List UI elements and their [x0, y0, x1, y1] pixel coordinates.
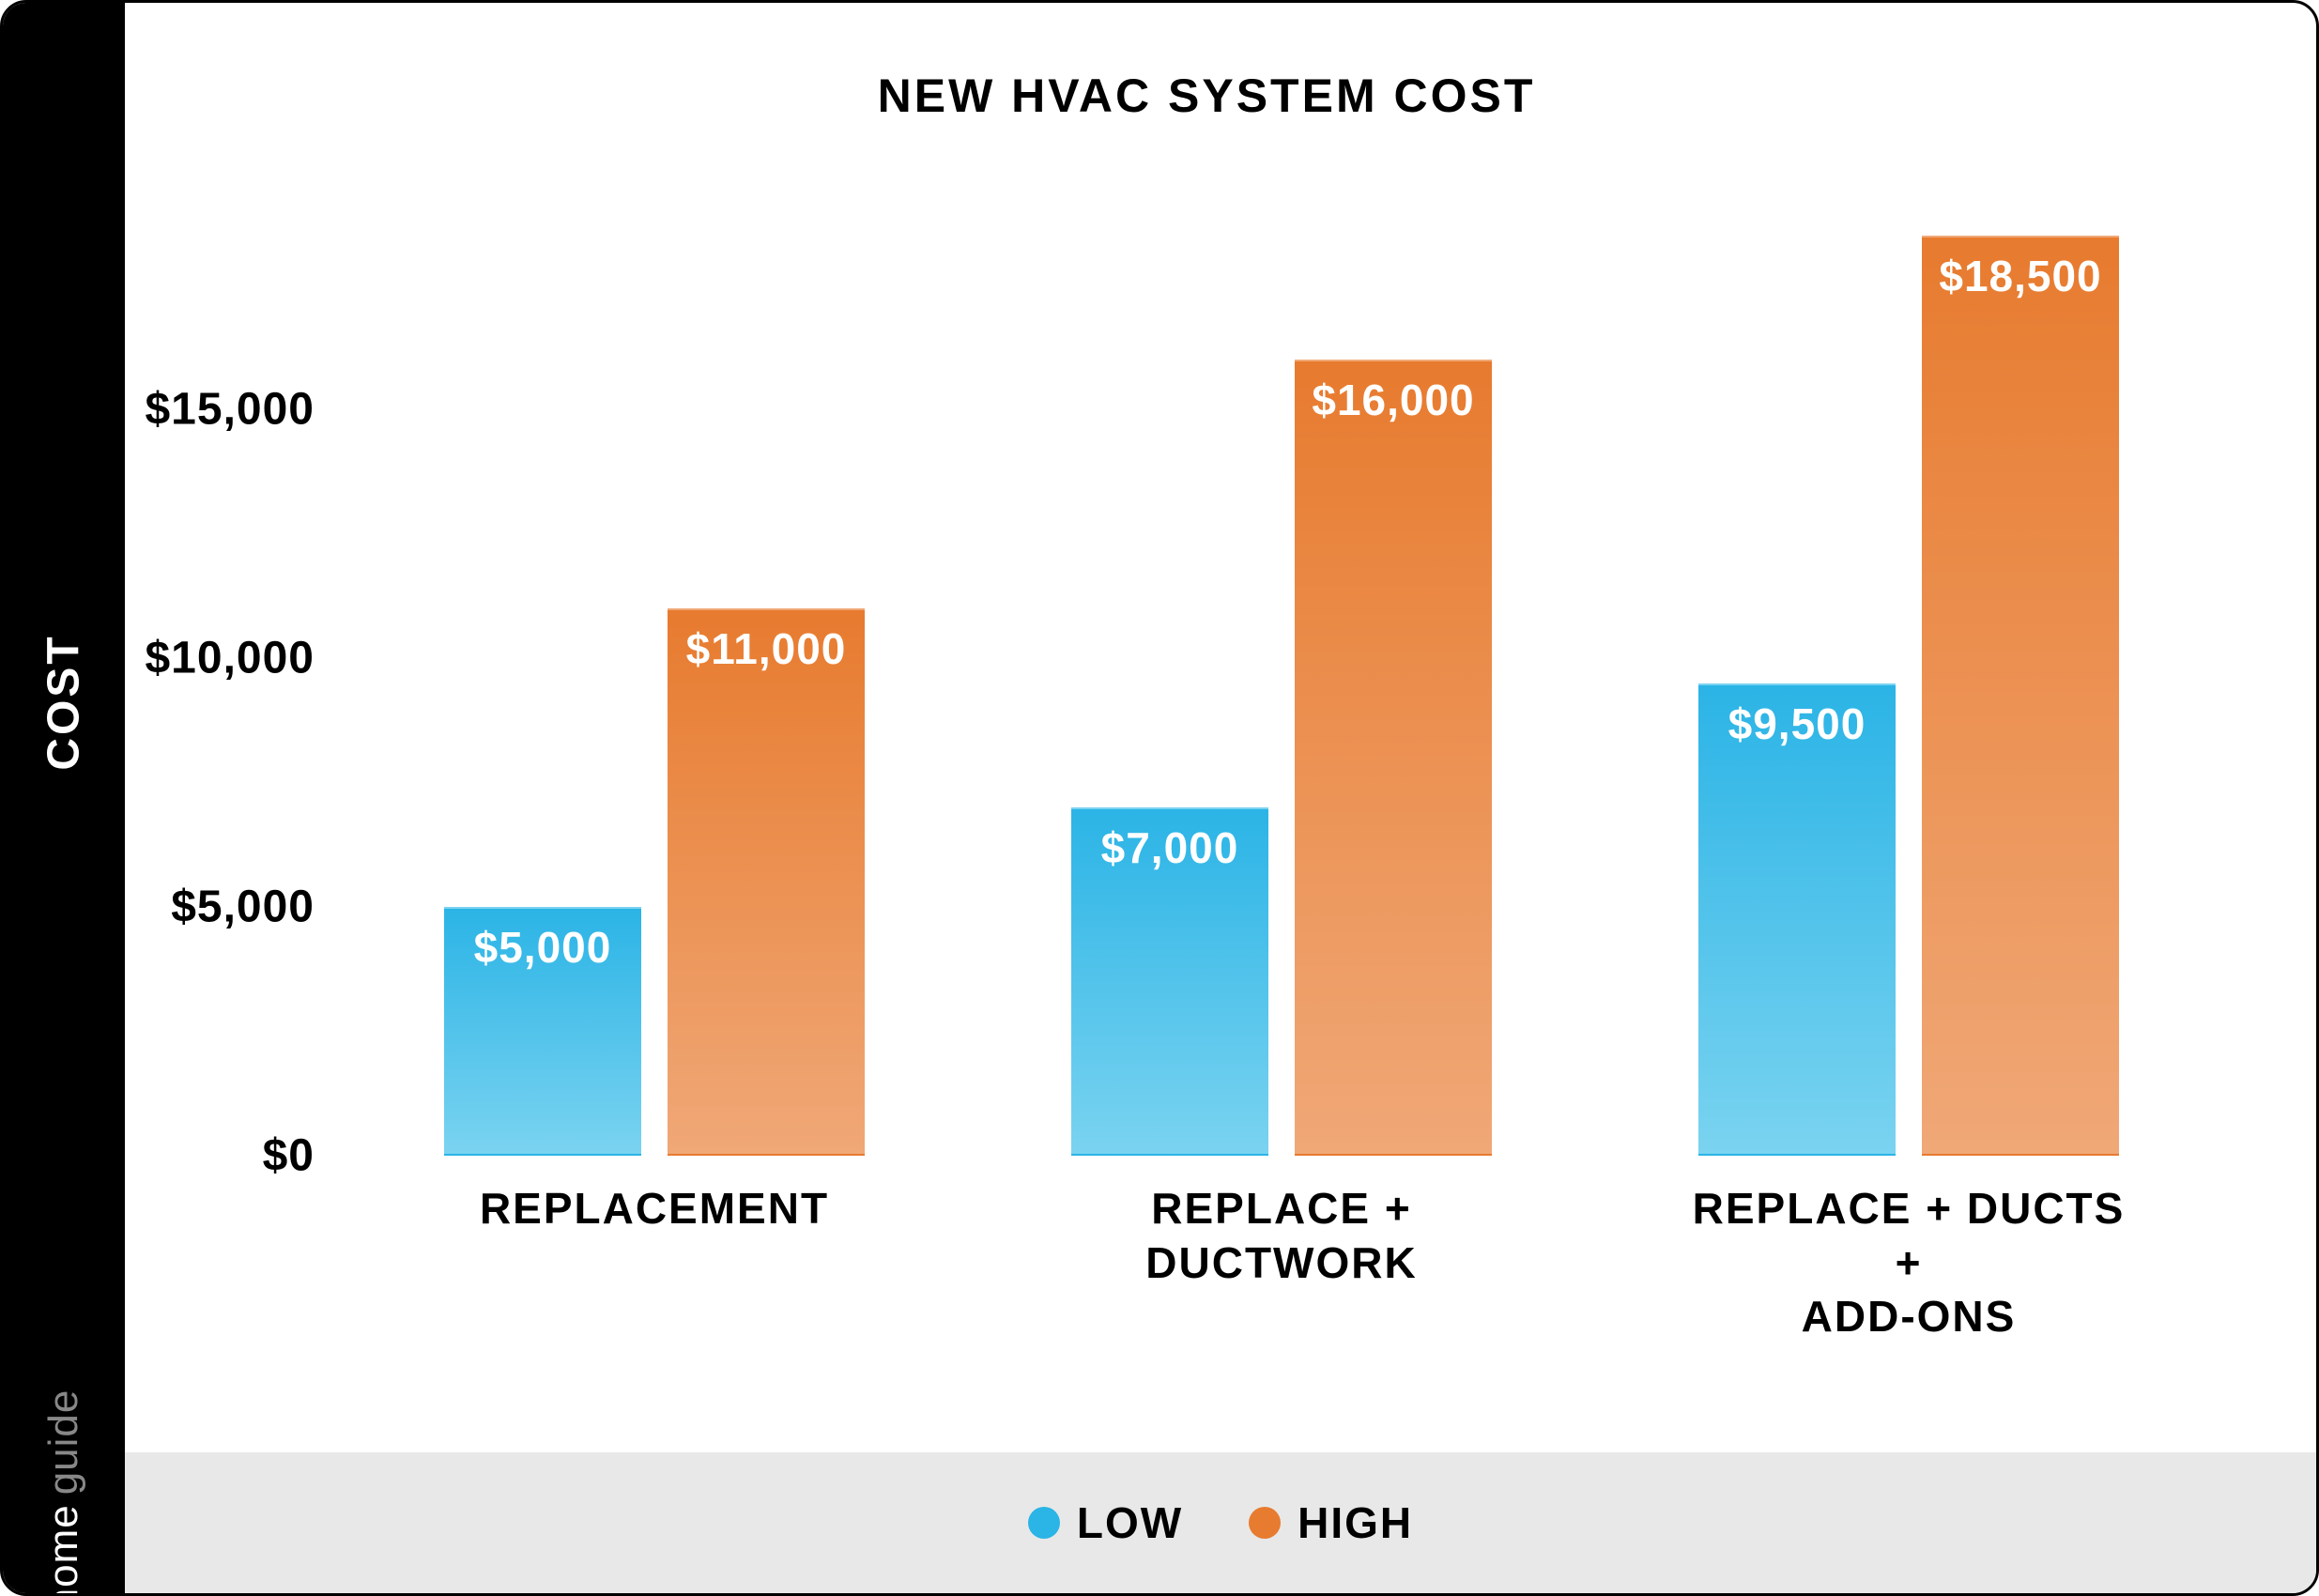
bar-value-label: $7,000: [1073, 822, 1267, 873]
chart-main: NEW HVAC SYSTEM COST $5,000 $11,000 $7,000…: [125, 3, 2316, 1593]
legend-swatch: [1249, 1507, 1281, 1539]
bar-value-label: $11,000: [669, 623, 863, 674]
legend-label: HIGH: [1298, 1497, 1413, 1548]
bar: $5,000: [444, 907, 641, 1156]
plot-area: $5,000$11,000$7,000$16,000$9,500$18,500 …: [341, 161, 2222, 1156]
bar-value-label: $18,500: [1924, 251, 2117, 301]
bar-value-label: $5,000: [446, 922, 639, 973]
legend-item: LOW: [1028, 1497, 1183, 1548]
bar: $7,000: [1071, 807, 1268, 1156]
x-axis-label: REPLACEMENT: [420, 1182, 889, 1344]
y-axis-label: COST: [38, 635, 90, 771]
x-axis-label: REPLACE + DUCTWORK: [1047, 1182, 1516, 1344]
bar-value-label: $16,000: [1297, 375, 1490, 425]
chart-card: COST home guide NEW HVAC SYSTEM COST $5,0…: [0, 0, 2319, 1596]
bar: $9,500: [1698, 683, 1896, 1157]
bar: $11,000: [668, 608, 865, 1156]
bars-area: $5,000 $11,000 $7,000 $16,000 $9,500 $18,500: [341, 161, 2222, 1156]
brand-logo: home guide: [38, 1389, 89, 1596]
bar-group: $9,500 $18,500: [1698, 236, 2119, 1157]
bar-group: $5,000 $11,000: [444, 608, 865, 1156]
bar: $16,000: [1295, 360, 1492, 1156]
y-tick: $10,000: [145, 633, 341, 684]
chart-wrap: NEW HVAC SYSTEM COST $5,000 $11,000 $7,000…: [125, 3, 2316, 1452]
bar: $18,500: [1922, 236, 2119, 1157]
sidebar: COST home guide: [3, 3, 125, 1593]
legend-label: LOW: [1077, 1497, 1183, 1548]
y-tick: $0: [263, 1130, 341, 1182]
bar-group: $7,000 $16,000: [1071, 360, 1492, 1156]
x-axis-labels: REPLACEMENT REPLACE + DUCTWORK REPLACE + D…: [341, 1182, 2222, 1344]
y-tick: $15,000: [145, 384, 341, 436]
legend-item: HIGH: [1249, 1497, 1413, 1548]
bar-value-label: $9,500: [1700, 698, 1894, 749]
chart-title: NEW HVAC SYSTEM COST: [153, 69, 2260, 123]
brand-text-1: home: [40, 1504, 87, 1596]
y-tick: $5,000: [171, 882, 341, 933]
legend-swatch: [1028, 1507, 1060, 1539]
x-axis-label: REPLACE + DUCTS + ADD-ONS: [1674, 1182, 2143, 1344]
legend: LOW HIGH: [125, 1452, 2316, 1593]
brand-text-2: guide: [40, 1389, 87, 1496]
